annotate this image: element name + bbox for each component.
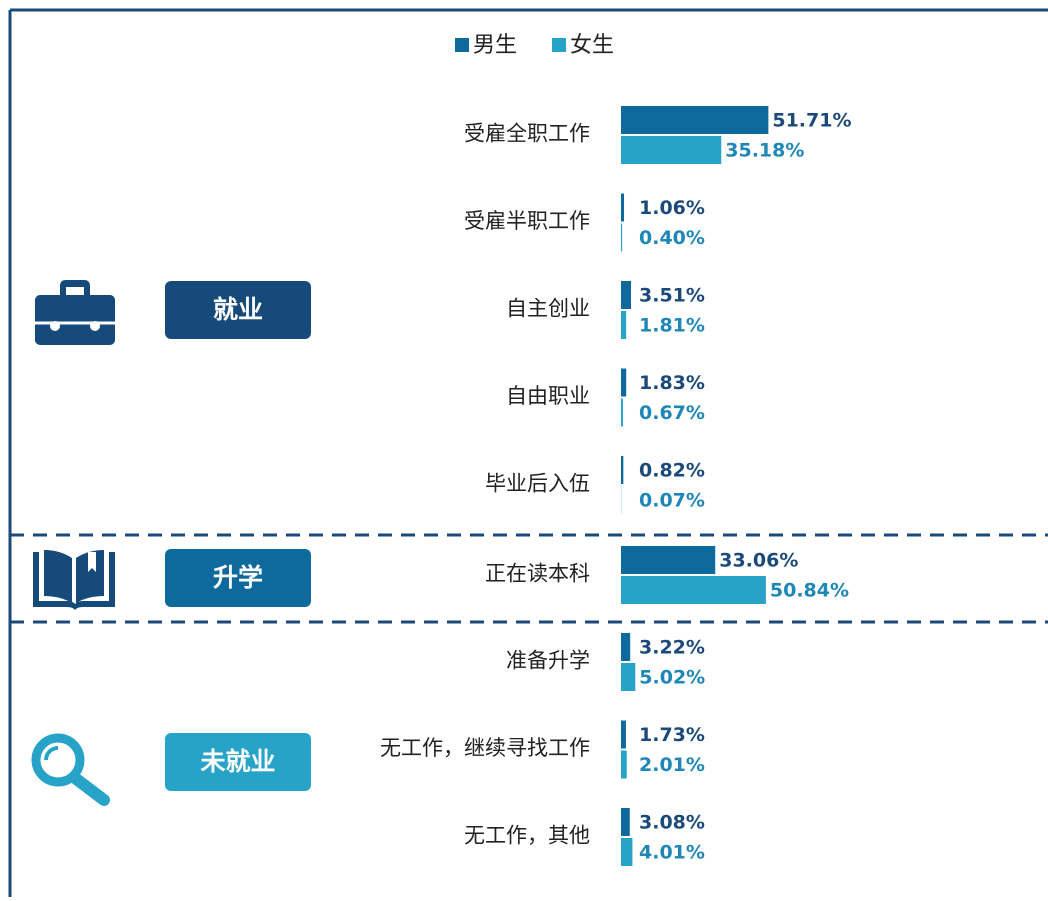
value-label: 3.51% xyxy=(639,285,705,307)
value-label: 2.01% xyxy=(639,754,705,776)
value-label: 3.08% xyxy=(639,812,705,834)
category-label: 准备升学 xyxy=(506,649,590,673)
value-label: 1.06% xyxy=(639,197,705,219)
value-label: 3.22% xyxy=(639,637,705,659)
value-label: 33.06% xyxy=(719,550,798,572)
category-label: 无工作，继续寻找工作 xyxy=(380,736,590,760)
value-label: 51.71% xyxy=(772,110,851,132)
value-label: 50.84% xyxy=(770,580,849,602)
category-label: 正在读本科 xyxy=(485,562,590,586)
category-label: 受雇全职工作 xyxy=(464,122,590,146)
bar xyxy=(621,633,630,661)
bar xyxy=(621,456,623,484)
category-label: 无工作，其他 xyxy=(464,824,590,848)
bar xyxy=(621,311,626,339)
value-label: 35.18% xyxy=(725,140,804,162)
briefcase-icon xyxy=(35,280,115,345)
bar xyxy=(621,194,624,222)
bar xyxy=(621,106,768,134)
category-label: 受雇半职工作 xyxy=(464,209,590,233)
bar xyxy=(621,224,622,252)
bar xyxy=(621,808,630,836)
category-label: 自主创业 xyxy=(506,297,590,321)
bar xyxy=(621,546,715,574)
bar xyxy=(621,369,626,397)
bar xyxy=(621,136,721,164)
value-label: 0.67% xyxy=(639,402,705,424)
value-label: 5.02% xyxy=(639,667,705,689)
category-label: 毕业后入伍 xyxy=(485,472,590,496)
bar xyxy=(621,281,631,309)
bar xyxy=(621,721,626,749)
value-label: 0.82% xyxy=(639,460,705,482)
bar xyxy=(621,399,623,427)
magnifier-icon xyxy=(36,738,104,800)
category-label: 自由职业 xyxy=(506,384,590,408)
value-label: 1.83% xyxy=(639,372,705,394)
value-label: 1.81% xyxy=(639,315,705,337)
group-label: 就业 xyxy=(213,295,263,324)
bar xyxy=(621,838,632,866)
book-icon xyxy=(33,550,115,610)
value-label: 4.01% xyxy=(639,842,705,864)
group-label: 升学 xyxy=(213,563,263,592)
value-label: 0.07% xyxy=(639,490,705,512)
value-label: 0.40% xyxy=(639,227,705,249)
bar xyxy=(621,576,766,604)
legend-swatch xyxy=(552,38,566,52)
value-label: 1.73% xyxy=(639,724,705,746)
legend-label: 男生 xyxy=(473,33,517,58)
legend-swatch xyxy=(455,38,469,52)
bar xyxy=(621,751,627,779)
group-label: 未就业 xyxy=(200,747,275,776)
bar xyxy=(621,663,635,691)
legend-label: 女生 xyxy=(570,33,614,58)
